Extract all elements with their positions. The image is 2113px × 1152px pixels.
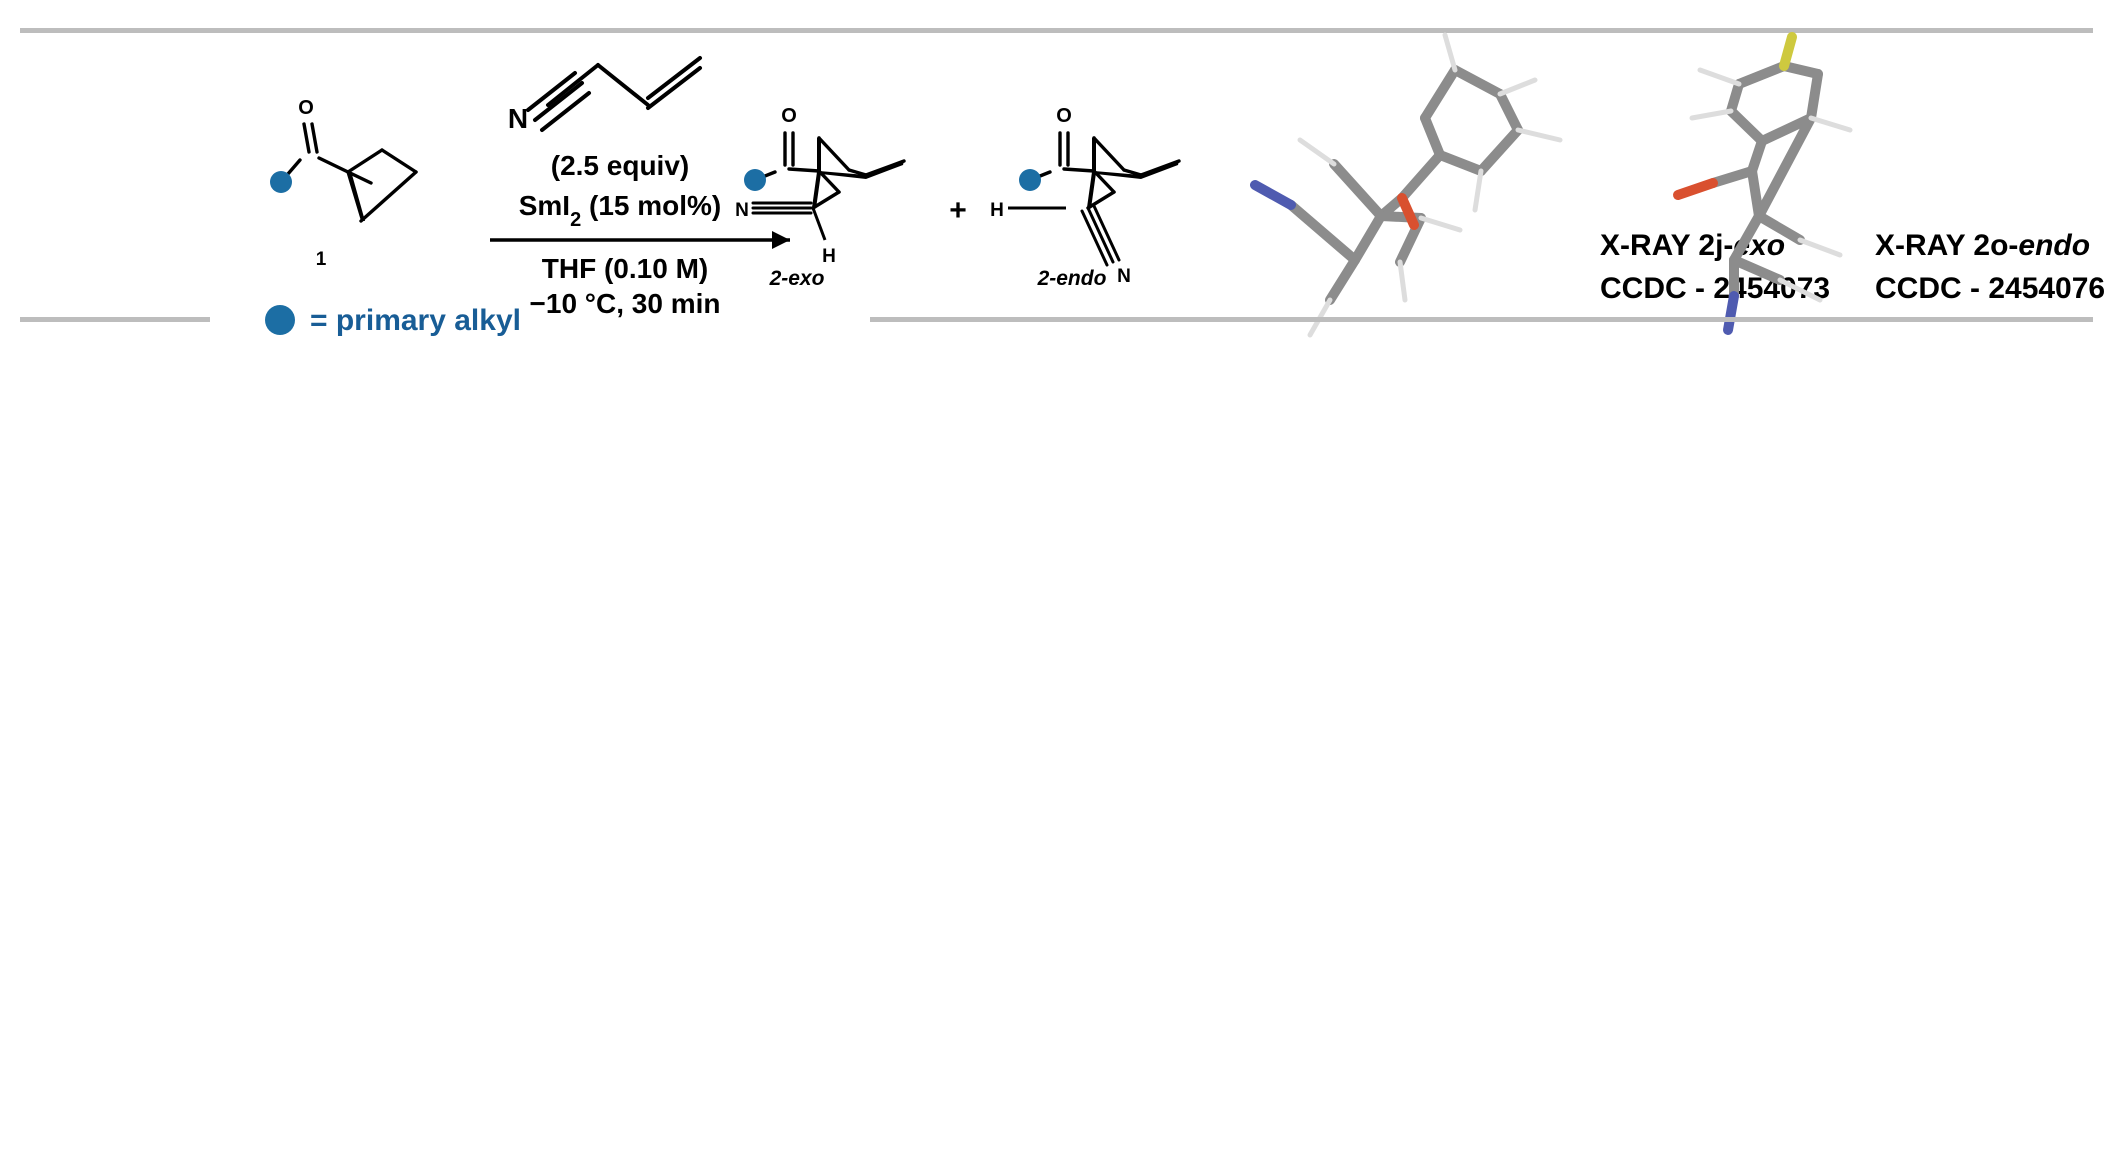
svg-text:(2.5 equiv): (2.5 equiv) xyxy=(551,150,689,181)
svg-text:N: N xyxy=(735,200,749,221)
svg-text:O: O xyxy=(1056,105,1072,127)
svg-text:2-endo: 2-endo xyxy=(1037,267,1107,290)
svg-text:2-exo: 2-exo xyxy=(769,267,825,290)
svg-text:O: O xyxy=(298,97,314,119)
svg-text:X-RAY 2o-endo: X-RAY 2o-endo xyxy=(1875,229,2090,262)
svg-text:N: N xyxy=(508,103,528,134)
svg-text:H: H xyxy=(822,246,836,267)
svg-text:= primary alkyl: = primary alkyl xyxy=(310,304,521,337)
svg-text:H: H xyxy=(990,200,1004,221)
svg-text:CCDC - 2454076: CCDC - 2454076 xyxy=(1875,272,2105,305)
svg-text:SmI2 (15 mol%): SmI2 (15 mol%) xyxy=(519,190,722,231)
svg-text:O: O xyxy=(781,105,797,127)
svg-text:N: N xyxy=(1117,266,1131,287)
svg-text:THF (0.10 M): THF (0.10 M) xyxy=(542,253,708,284)
svg-text:X-RAY 2j-exo: X-RAY 2j-exo xyxy=(1600,229,1785,262)
svg-text:1: 1 xyxy=(316,249,327,270)
svg-text:−10 °C, 30 min: −10 °C, 30 min xyxy=(530,288,721,319)
svg-text:+: + xyxy=(949,194,967,227)
